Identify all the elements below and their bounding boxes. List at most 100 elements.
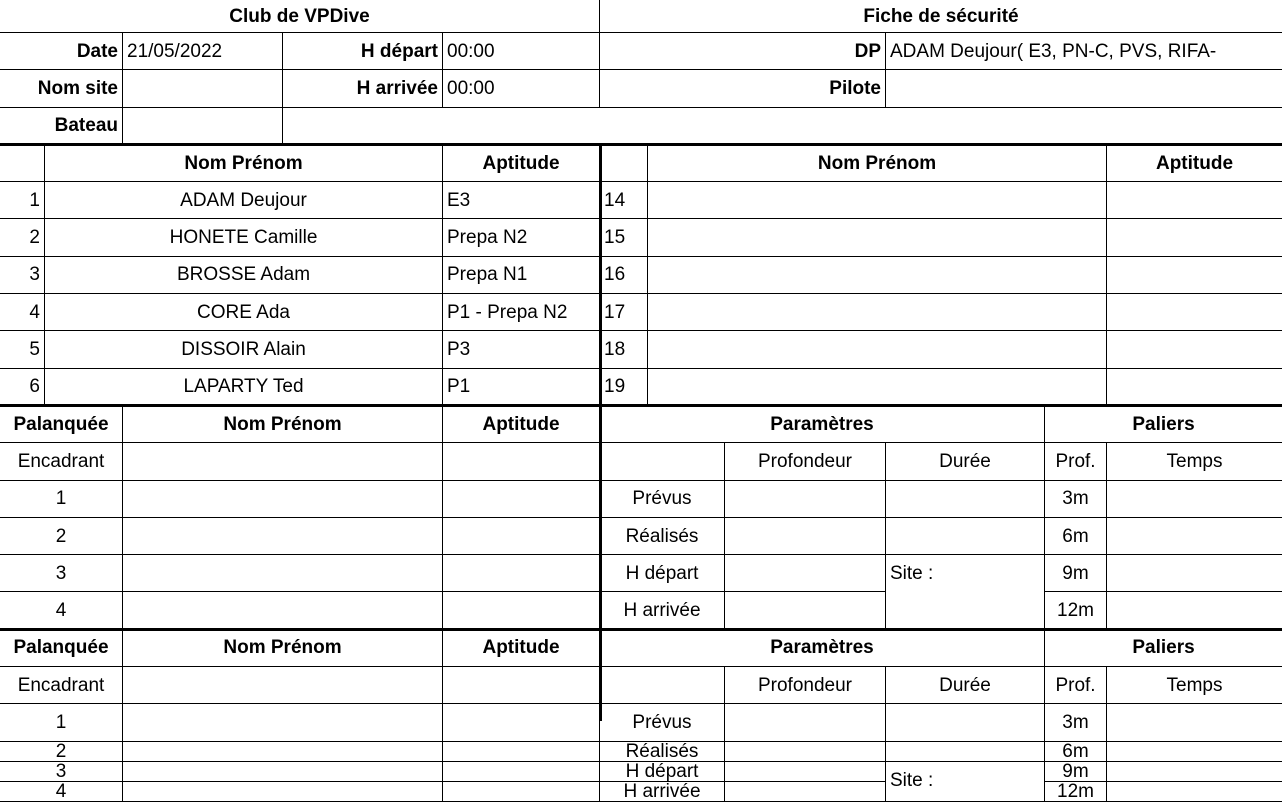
- palier-time-field[interactable]: [1107, 782, 1282, 802]
- diver-aptitude-field[interactable]: [1107, 219, 1282, 257]
- palier-time-field[interactable]: [1107, 592, 1282, 630]
- member-aptitude-field[interactable]: [443, 761, 600, 782]
- prof-header: Prof.: [1045, 443, 1107, 481]
- date-field[interactable]: 21/05/2022: [123, 33, 283, 71]
- diver-aptitude-field[interactable]: Prepa N2: [443, 219, 600, 257]
- diver-aptitude-field[interactable]: [1107, 369, 1282, 406]
- diver-number: 2: [0, 219, 45, 257]
- duree-field[interactable]: [886, 517, 1045, 556]
- parametre-label: H départ: [600, 761, 725, 782]
- diver-aptitude-field[interactable]: [1107, 257, 1282, 295]
- diver-name-field[interactable]: DISSOIR Alain: [45, 331, 443, 369]
- member-name-field[interactable]: [123, 592, 443, 630]
- diver-number: 19: [600, 368, 648, 406]
- diver-name-field[interactable]: ADAM Deujour: [45, 182, 443, 220]
- thick-divider: [0, 143, 1282, 146]
- pilote-label: Pilote: [600, 70, 886, 108]
- arrivee-time-field[interactable]: 00:00: [443, 70, 600, 108]
- member-number: 4: [0, 592, 123, 630]
- member-aptitude-field[interactable]: [443, 555, 600, 593]
- encadrant-name-field[interactable]: [123, 443, 443, 481]
- member-name-field[interactable]: [123, 704, 443, 742]
- diver-aptitude-field[interactable]: [1107, 331, 1282, 369]
- diver-aptitude-field[interactable]: P3: [443, 331, 600, 369]
- member-name-field[interactable]: [123, 555, 443, 593]
- member-aptitude-field[interactable]: [443, 480, 600, 518]
- diver-name-field[interactable]: [648, 256, 1107, 295]
- dp-field[interactable]: ADAM Deujour( E3, PN-C, PVS, RIFA-: [886, 33, 1282, 71]
- member-aptitude-field[interactable]: [443, 704, 600, 742]
- palier-time-field[interactable]: [1107, 704, 1282, 742]
- palier-time-field[interactable]: [1107, 518, 1282, 556]
- member-aptitude-field[interactable]: [443, 741, 600, 762]
- member-aptitude-field[interactable]: [443, 592, 600, 630]
- diver-name-field[interactable]: [648, 331, 1107, 369]
- site-field[interactable]: [123, 70, 283, 108]
- diver-aptitude-field[interactable]: E3: [443, 182, 600, 220]
- site-dive-field[interactable]: Site :: [886, 555, 1045, 630]
- member-name-field[interactable]: [123, 480, 443, 518]
- diver-name-field[interactable]: BROSSE Adam: [45, 256, 443, 295]
- diver-name-field[interactable]: [648, 368, 1107, 406]
- temps-header: Temps: [1107, 667, 1282, 705]
- parametre-label: Réalisés: [600, 741, 725, 762]
- diver-name-field[interactable]: [648, 182, 1107, 220]
- bateau-label: Bateau: [0, 107, 123, 145]
- thick-divider: [599, 143, 602, 721]
- diver-aptitude-field[interactable]: Prepa N1: [443, 256, 600, 295]
- member-name-field[interactable]: [123, 781, 443, 802]
- profondeur-field[interactable]: [725, 555, 886, 593]
- bateau-field[interactable]: [123, 107, 283, 145]
- encadrant-name-field[interactable]: [123, 667, 443, 705]
- encadrant-label: Encadrant: [0, 667, 123, 705]
- diver-aptitude-field[interactable]: [1107, 294, 1282, 332]
- diver-aptitude-field[interactable]: [1107, 182, 1282, 220]
- encadrant-aptitude-field[interactable]: [443, 667, 600, 705]
- profondeur-field[interactable]: [725, 480, 886, 518]
- sheet-title: Fiche de sécurité: [600, 0, 1282, 33]
- diver-number: 1: [0, 182, 45, 220]
- pilote-field[interactable]: [886, 70, 1282, 108]
- duree-field[interactable]: [886, 480, 1045, 518]
- diver-aptitude-field[interactable]: P1: [443, 368, 600, 406]
- palier-time-field[interactable]: [1107, 742, 1282, 762]
- diver-name-field[interactable]: HONETE Camille: [45, 219, 443, 257]
- diver-name-field[interactable]: LAPARTY Ted: [45, 368, 443, 406]
- member-name-field[interactable]: [123, 761, 443, 782]
- duree-field[interactable]: [886, 704, 1045, 742]
- diver-name-field[interactable]: [648, 219, 1107, 257]
- palier-time-field[interactable]: [1107, 481, 1282, 518]
- empty-cell: [0, 144, 45, 183]
- palier-depth: 12m: [1045, 781, 1107, 802]
- encadrant-aptitude-field[interactable]: [443, 443, 600, 481]
- diver-name-field[interactable]: CORE Ada: [45, 294, 443, 332]
- palier-depth: 6m: [1045, 741, 1107, 762]
- diver-aptitude-field[interactable]: P1 - Prepa N2: [443, 294, 600, 332]
- parametre-label: H départ: [600, 555, 725, 593]
- duree-field[interactable]: [886, 741, 1045, 762]
- profondeur-header: Profondeur: [725, 443, 886, 481]
- member-name-field[interactable]: [123, 741, 443, 762]
- palier-time-field[interactable]: [1107, 555, 1282, 593]
- profondeur-field[interactable]: [725, 761, 886, 782]
- dp-label: DP: [600, 33, 886, 71]
- member-aptitude-field[interactable]: [443, 517, 600, 556]
- prof-header: Prof.: [1045, 667, 1107, 705]
- profondeur-field[interactable]: [725, 781, 886, 802]
- diver-name-field[interactable]: [648, 294, 1107, 332]
- profondeur-field[interactable]: [725, 704, 886, 742]
- profondeur-field[interactable]: [725, 592, 886, 630]
- depart-time-field[interactable]: 00:00: [443, 33, 600, 71]
- encadrant-label: Encadrant: [0, 443, 123, 481]
- member-name-field[interactable]: [123, 517, 443, 556]
- profondeur-header: Profondeur: [725, 667, 886, 705]
- profondeur-field[interactable]: [725, 741, 886, 762]
- profondeur-field[interactable]: [725, 517, 886, 556]
- member-aptitude-field[interactable]: [443, 781, 600, 802]
- empty-cell: [283, 108, 1282, 145]
- site-dive-field[interactable]: Site :: [886, 761, 1045, 802]
- palier-time-field[interactable]: [1107, 762, 1282, 782]
- parametre-label: Prévus: [600, 704, 725, 742]
- thick-divider: [0, 628, 1282, 631]
- site-label: Nom site: [0, 70, 123, 108]
